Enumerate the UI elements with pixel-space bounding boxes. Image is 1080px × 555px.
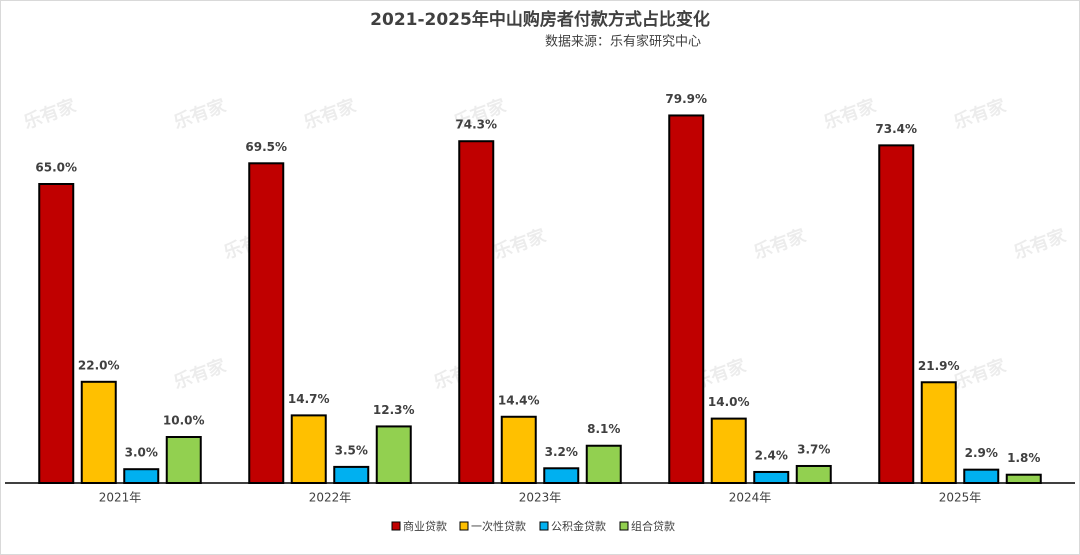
bar <box>878 144 915 485</box>
data-label: 2.4% <box>755 448 788 462</box>
legend-label: 公积金贷款 <box>551 519 606 533</box>
data-label: 10.0% <box>163 414 205 428</box>
bar <box>920 381 957 485</box>
bar <box>458 140 495 484</box>
data-label: 79.9% <box>665 92 707 106</box>
data-label: 21.9% <box>918 359 960 373</box>
x-tick-label: 2022年 <box>309 491 352 505</box>
bar <box>333 465 370 484</box>
legend-swatch <box>619 521 629 531</box>
bar <box>753 470 790 484</box>
data-label: 3.0% <box>125 446 158 460</box>
data-label: 65.0% <box>35 161 77 175</box>
bar <box>80 380 117 484</box>
data-label: 14.4% <box>498 393 540 407</box>
bar <box>500 415 537 485</box>
data-label: 1.8% <box>1007 451 1040 465</box>
x-tick-label: 2024年 <box>729 491 772 505</box>
legend-label: 商业贷款 <box>403 519 447 533</box>
legend-swatch <box>539 521 549 531</box>
bar <box>375 425 412 485</box>
data-label: 3.5% <box>335 443 368 457</box>
data-label: 14.7% <box>288 392 330 406</box>
data-label: 73.4% <box>875 122 917 136</box>
data-label: 3.7% <box>797 442 830 456</box>
bar <box>38 183 75 484</box>
bar <box>710 417 747 485</box>
chart-subtitle: 数据来源：乐有家研究中心 <box>545 34 701 50</box>
x-tick-label: 2025年 <box>939 491 982 505</box>
bar <box>248 162 285 485</box>
legend-label: 组合贷款 <box>631 519 675 533</box>
x-tick-label: 2021年 <box>99 491 142 505</box>
bar <box>668 114 705 485</box>
bar <box>585 444 622 484</box>
bar <box>123 468 160 485</box>
data-label: 3.2% <box>545 445 578 459</box>
bar <box>1005 473 1042 485</box>
data-label: 69.5% <box>245 140 287 154</box>
data-label: 74.3% <box>455 118 497 132</box>
data-label: 14.0% <box>708 395 750 409</box>
data-label: 12.3% <box>373 403 415 417</box>
data-label: 8.1% <box>587 422 620 436</box>
data-label: 22.0% <box>78 358 120 372</box>
bar <box>543 467 580 484</box>
legend-swatch <box>459 521 469 531</box>
bar <box>290 414 327 485</box>
legend-label: 一次性贷款 <box>471 519 526 533</box>
data-label: 2.9% <box>965 446 998 460</box>
legend-swatch <box>391 521 401 531</box>
bar <box>795 464 832 485</box>
chart-title: 2021-2025年中山购房者付款方式占比变化 <box>370 9 710 30</box>
x-tick-label: 2023年 <box>519 491 562 505</box>
bar <box>963 468 1000 485</box>
bar <box>165 436 202 484</box>
